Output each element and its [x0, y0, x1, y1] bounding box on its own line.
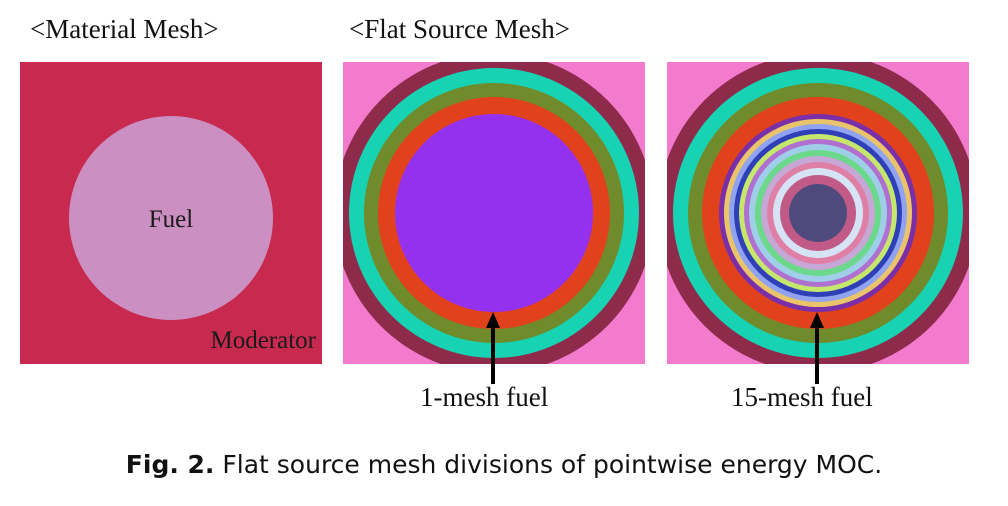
material-mesh-panel: Fuel Moderator — [20, 62, 322, 364]
material-mesh-heading: <Material Mesh> — [30, 14, 219, 44]
one-mesh-fuel-label: 1-mesh fuel — [420, 382, 549, 412]
one-mesh-arrow — [486, 312, 500, 384]
fifteen-mesh-fuel-panel — [667, 62, 969, 364]
mesh-rings — [667, 62, 969, 364]
fuel-label: Fuel — [149, 206, 194, 233]
mesh-rings — [343, 62, 645, 364]
moderator-label: Moderator — [210, 327, 316, 354]
mesh-ring — [789, 184, 847, 242]
fifteen-mesh-arrow — [810, 312, 824, 384]
flat-source-mesh-heading: <Flat Source Mesh> — [349, 14, 570, 44]
figure-caption: Fig. 2. Flat source mesh divisions of po… — [0, 450, 1008, 479]
caption-figure-number: Fig. 2. — [125, 450, 215, 479]
mesh-ring — [395, 114, 593, 312]
caption-text: Flat source mesh divisions of pointwise … — [214, 450, 883, 479]
fuel-region — [69, 116, 273, 320]
one-mesh-fuel-panel — [343, 62, 645, 364]
fifteen-mesh-fuel-label: 15-mesh fuel — [731, 382, 873, 412]
